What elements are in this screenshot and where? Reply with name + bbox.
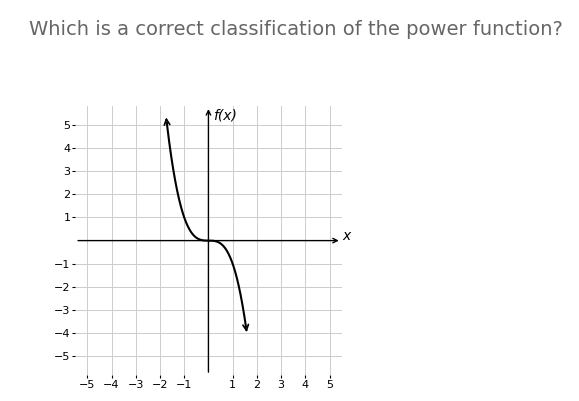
Text: Which is a correct classification of the power function?: Which is a correct classification of the… (29, 20, 563, 39)
Text: f(x): f(x) (213, 109, 237, 123)
Text: x: x (343, 229, 351, 243)
